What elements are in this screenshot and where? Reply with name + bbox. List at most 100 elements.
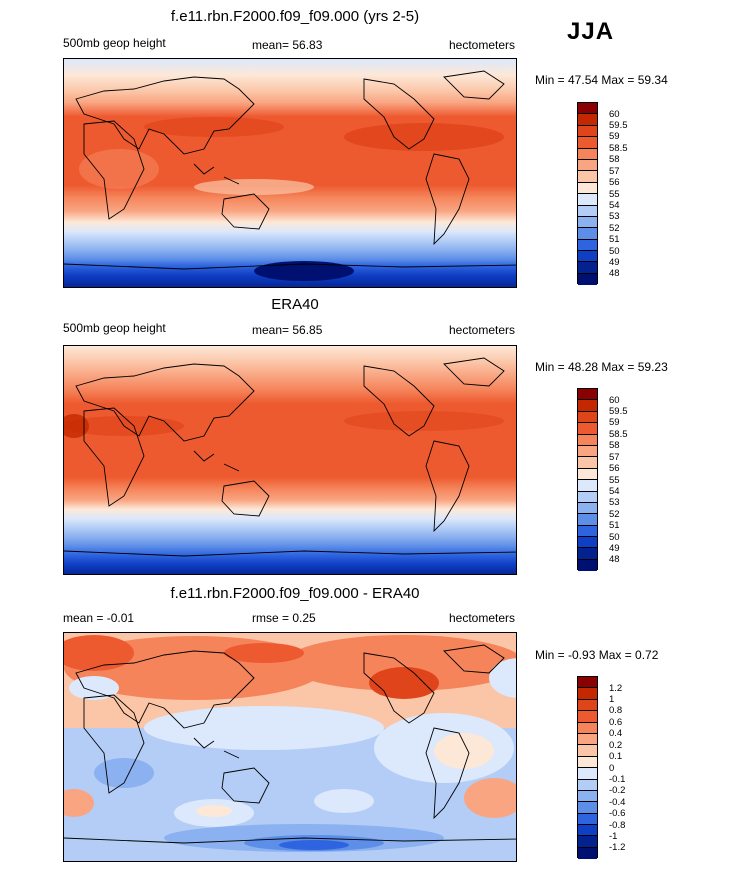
colorbar-swatch bbox=[578, 445, 597, 458]
colorbar-tick: 53 bbox=[609, 211, 620, 222]
colorbar-swatch bbox=[578, 480, 597, 492]
colorbar-swatch bbox=[578, 745, 597, 757]
colorbar-tick: 59.5 bbox=[609, 120, 628, 131]
colorbar-tick: 1.2 bbox=[609, 683, 623, 694]
colorbar-swatch bbox=[578, 768, 597, 780]
colorbar-tick: 50 bbox=[609, 246, 620, 257]
colorbar-swatch bbox=[578, 548, 597, 560]
colorbar-tick: -1 bbox=[609, 831, 618, 842]
colorbar-swatch bbox=[578, 525, 597, 538]
colorbar-swatch bbox=[578, 491, 597, 503]
colorbar-tick: 1 bbox=[609, 694, 615, 705]
panel-1-center-label: mean= 56.83 bbox=[252, 38, 323, 52]
colorbar-tick: 56 bbox=[609, 177, 620, 188]
colorbar-tick: 0 bbox=[609, 763, 615, 774]
colorbar-swatch bbox=[578, 389, 597, 401]
colorbar-swatch bbox=[578, 125, 597, 138]
colorbar-tick: 60 bbox=[609, 109, 620, 120]
panel-3-minmax: Min = -0.93 Max = 0.72 bbox=[535, 648, 659, 662]
colorbar-swatch bbox=[578, 790, 597, 803]
colorbar-swatch bbox=[578, 411, 597, 424]
colorbar-tick: 49 bbox=[609, 257, 620, 268]
colorbar-tick: 57 bbox=[609, 452, 620, 463]
colorbar-tick: 48 bbox=[609, 268, 620, 279]
colorbar-tick: 0.1 bbox=[609, 751, 623, 762]
colorbar-swatch bbox=[578, 688, 597, 700]
colorbar-swatch bbox=[578, 159, 597, 172]
panel-1-colorbar bbox=[577, 102, 598, 286]
colorbar-tick: 51 bbox=[609, 520, 620, 531]
panel-2-minmax: Min = 48.28 Max = 59.23 bbox=[535, 360, 668, 374]
colorbar-swatch bbox=[578, 194, 597, 206]
colorbar-swatch bbox=[578, 537, 597, 549]
colorbar-tick: -0.6 bbox=[609, 808, 626, 819]
colorbar-swatch bbox=[578, 216, 597, 229]
colorbar-tick: 52 bbox=[609, 509, 620, 520]
colorbar-tick: 54 bbox=[609, 200, 620, 211]
panel-1-right-label: hectometers bbox=[449, 38, 516, 52]
colorbar-tick: -0.1 bbox=[609, 774, 626, 785]
colorbar-tick: 57 bbox=[609, 166, 620, 177]
colorbar-tick: 55 bbox=[609, 189, 620, 200]
colorbar-swatch bbox=[578, 457, 597, 469]
panel-2-colorbar bbox=[577, 388, 598, 572]
colorbar-swatch bbox=[578, 722, 597, 734]
colorbar-swatch bbox=[578, 148, 597, 160]
colorbar-tick: 0.4 bbox=[609, 728, 623, 739]
colorbar-tick: -0.8 bbox=[609, 820, 626, 831]
panel-2-right-label: hectometers bbox=[449, 323, 516, 337]
colorbar-swatch bbox=[578, 137, 597, 149]
colorbar-tick: 58 bbox=[609, 154, 620, 165]
season-label: JJA bbox=[567, 18, 615, 45]
colorbar-tick: 49 bbox=[609, 543, 620, 554]
panel-3-colorbar bbox=[577, 676, 598, 860]
colorbar-tick: 55 bbox=[609, 475, 620, 486]
colorbar-swatch bbox=[578, 423, 597, 435]
colorbar-swatch bbox=[578, 239, 597, 252]
colorbar-tick: -0.4 bbox=[609, 797, 626, 808]
colorbar-tick: 0.6 bbox=[609, 717, 623, 728]
colorbar-tick: 59 bbox=[609, 417, 620, 428]
colorbar-swatch bbox=[578, 251, 597, 263]
panel-2-map bbox=[63, 345, 517, 575]
colorbar-swatch bbox=[578, 559, 597, 572]
panel-2-center-label: mean= 56.85 bbox=[252, 323, 323, 337]
colorbar-swatch bbox=[578, 182, 597, 195]
colorbar-swatch bbox=[578, 813, 597, 826]
colorbar-swatch bbox=[578, 502, 597, 515]
colorbar-tick: 58.5 bbox=[609, 143, 628, 154]
colorbar-tick: 58.5 bbox=[609, 429, 628, 440]
colorbar-tick: 0.2 bbox=[609, 740, 623, 751]
panel-2-title: ERA40 bbox=[271, 296, 319, 313]
panel-3-center-label: rmse = 0.25 bbox=[252, 611, 316, 625]
colorbar-swatch bbox=[578, 733, 597, 746]
panel-2-left-label: 500mb geop height bbox=[63, 321, 166, 335]
colorbar-tick: 59.5 bbox=[609, 406, 628, 417]
colorbar-tick: 58 bbox=[609, 440, 620, 451]
colorbar-swatch bbox=[578, 103, 597, 115]
colorbar-swatch bbox=[578, 400, 597, 412]
colorbar-swatch bbox=[578, 677, 597, 689]
colorbar-tick: 0.8 bbox=[609, 705, 623, 716]
panel-3-right-label: hectometers bbox=[449, 611, 516, 625]
colorbar-swatch bbox=[578, 273, 597, 286]
colorbar-tick: 60 bbox=[609, 395, 620, 406]
colorbar-swatch bbox=[578, 847, 597, 860]
colorbar-tick: 54 bbox=[609, 486, 620, 497]
colorbar-swatch bbox=[578, 699, 597, 712]
panel-3-map bbox=[63, 632, 517, 862]
colorbar-tick: 52 bbox=[609, 223, 620, 234]
panel-3-title: f.e11.rbn.F2000.f09_f09.000 - ERA40 bbox=[170, 585, 420, 602]
colorbar-tick: 56 bbox=[609, 463, 620, 474]
colorbar-tick: -0.2 bbox=[609, 785, 626, 796]
panel-1-left-label: 500mb geop height bbox=[63, 36, 166, 50]
colorbar-swatch bbox=[578, 434, 597, 446]
colorbar-tick: -1.2 bbox=[609, 842, 626, 853]
colorbar-swatch bbox=[578, 711, 597, 723]
panel-1-map bbox=[63, 58, 517, 288]
colorbar-swatch bbox=[578, 779, 597, 791]
panel-3-left-label: mean = -0.01 bbox=[63, 611, 135, 625]
colorbar-swatch bbox=[578, 262, 597, 274]
colorbar-swatch bbox=[578, 514, 597, 526]
colorbar-tick: 59 bbox=[609, 131, 620, 142]
